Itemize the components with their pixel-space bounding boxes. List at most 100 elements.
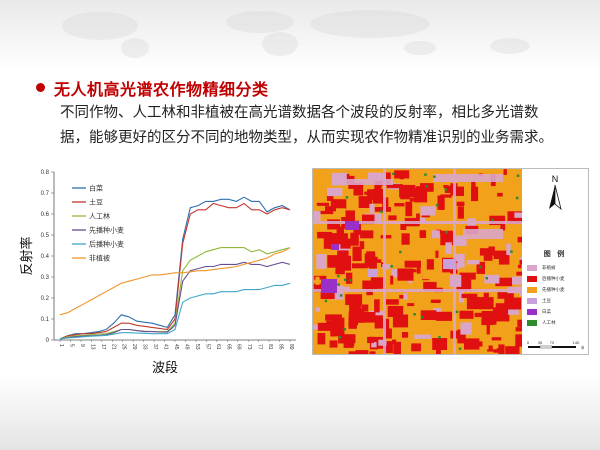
world-map-watermark: [62, 10, 530, 58]
map-parcel-forest: [491, 218, 494, 222]
y-tick-label: 0.6: [41, 212, 50, 218]
map-parcel: [334, 330, 345, 337]
map-parcel: [457, 329, 466, 344]
x-tick-label: 73: [246, 344, 252, 350]
slide-header-background: [0, 0, 600, 70]
map-parcel: [378, 339, 387, 346]
map-parcel: [370, 277, 385, 289]
map-parcel: [454, 253, 465, 268]
map-parcel-forest: [337, 274, 340, 278]
map-parcel-forest: [324, 299, 328, 303]
series-line-先播种小麦: [59, 261, 291, 340]
map-parcel: [388, 215, 397, 221]
map-parcel: [445, 242, 452, 254]
map-parcel: [313, 283, 324, 293]
series-line-后播种小麦: [59, 282, 291, 340]
map-parcel: [330, 317, 345, 332]
y-tick-label: 0.2: [41, 296, 50, 302]
map-parcel-forest: [458, 347, 462, 350]
map-parcel: [416, 267, 421, 274]
map-parcel-potato: [443, 259, 455, 269]
map-parcel: [514, 212, 522, 218]
map-parcel: [369, 351, 376, 354]
map-parcel: [361, 304, 369, 312]
map-parcel: [515, 334, 522, 347]
map-parcel: [503, 169, 507, 175]
legend-color-swatch: [527, 298, 537, 304]
legend-label: 非植被: [89, 254, 110, 263]
scale-label: 140: [573, 340, 580, 345]
x-tick-label: 57: [204, 344, 210, 350]
map-parcel: [378, 173, 385, 183]
map-parcel: [359, 241, 365, 250]
map-parcel: [515, 327, 522, 332]
map-parcel: [325, 206, 336, 212]
map-parcel: [484, 351, 494, 354]
map-parcel: [489, 215, 505, 226]
map-parcel: [440, 230, 454, 246]
map-parcel: [355, 350, 369, 354]
map-parcel-cabbage: [321, 279, 337, 293]
map-parcel: [353, 182, 364, 196]
map-parcel: [369, 310, 383, 316]
map-parcel: [419, 230, 427, 238]
map-parcel: [317, 333, 326, 345]
map-parcel: [337, 202, 345, 207]
map-parcel: [497, 292, 514, 299]
scale-label: 0: [527, 340, 530, 345]
legend-color-swatch: [527, 320, 537, 326]
map-parcel: [372, 188, 383, 204]
map-parcel: [358, 196, 372, 208]
map-parcel: [432, 338, 448, 350]
map-parcel: [394, 170, 410, 179]
map-parcel: [479, 297, 494, 310]
x-tick-label: 65: [225, 344, 231, 350]
map-parcel: [407, 303, 415, 307]
map-parcel: [401, 233, 410, 245]
map-parcel: [411, 343, 421, 352]
map-legend-label: 非植被: [542, 266, 556, 271]
map-parcel: [495, 277, 513, 287]
y-tick-label: 0.7: [41, 191, 50, 197]
map-parcel: [517, 236, 522, 243]
map-parcel: [327, 219, 341, 230]
map-parcel-forest: [479, 265, 482, 269]
map-parcel: [508, 305, 519, 315]
description-paragraph: 不同作物、人工林和非植被在高光谱数据各个波段的反射率，相比多光谱数 据，能够更好…: [60, 101, 585, 151]
series-line-土豆: [59, 202, 291, 340]
x-tick-label: 41: [163, 344, 169, 350]
x-tick-label: 5: [68, 344, 74, 347]
map-parcel: [316, 254, 327, 269]
legend-label: 人工林: [89, 212, 110, 221]
reflectance-chart: 0 0.1 0.2 0.3 0.4 0.5 0.6 0.7 0.8 1 5 9 13 17 21 25 29 33…: [14, 162, 304, 377]
x-tick-label: 33: [142, 344, 148, 350]
map-parcel: [382, 264, 391, 270]
y-tick-label: 0.1: [41, 317, 50, 323]
map-nonveg-strip: [313, 289, 522, 292]
map-parcel: [346, 272, 353, 284]
map-parcel: [351, 263, 368, 269]
map-parcel: [338, 226, 344, 237]
map-parcel: [317, 322, 333, 331]
map-legend-item: 后播种小麦: [527, 275, 565, 283]
map-parcel: [417, 299, 433, 307]
map-parcel: [362, 214, 375, 225]
scale-unit: 米: [581, 344, 584, 350]
map-parcel: [337, 250, 349, 260]
x-tick-label: 21: [110, 344, 116, 350]
map-legend-item: 土豆: [527, 297, 551, 305]
map-parcel: [337, 246, 343, 252]
map-parcel: [471, 181, 476, 190]
map-parcel-forest: [424, 173, 427, 176]
map-parcel-forest: [343, 328, 346, 331]
legend-color-swatch: [527, 309, 537, 315]
map-parcel: [423, 281, 437, 292]
map-parcel: [479, 246, 495, 256]
map-parcel: [517, 264, 522, 269]
map-parcel: [340, 334, 356, 344]
y-tick-label: 0.8: [41, 170, 50, 176]
map-parcel: [348, 351, 361, 354]
map-parcel: [459, 310, 474, 319]
map-parcel-forest: [337, 283, 340, 286]
